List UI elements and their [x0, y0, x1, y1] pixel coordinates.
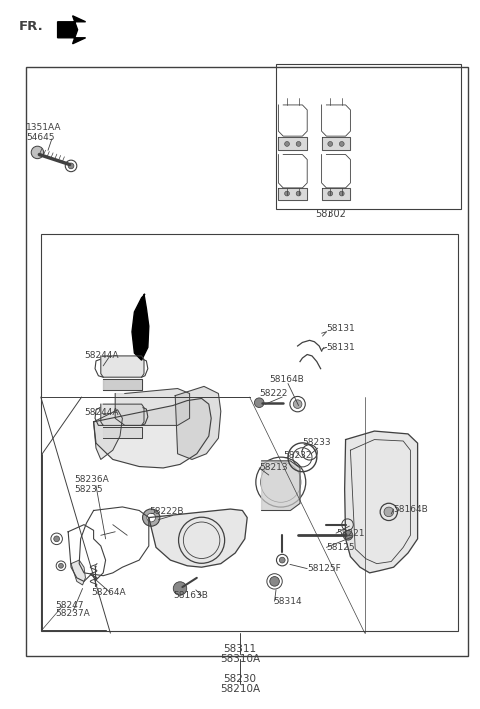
Circle shape: [173, 582, 187, 595]
Text: 58164B: 58164B: [269, 375, 303, 384]
Polygon shape: [149, 509, 247, 567]
Circle shape: [293, 400, 302, 408]
Polygon shape: [278, 188, 307, 200]
Text: 58232: 58232: [283, 451, 312, 459]
Circle shape: [270, 576, 279, 586]
Polygon shape: [115, 389, 190, 425]
Text: 1351AA: 1351AA: [26, 123, 62, 132]
Circle shape: [384, 507, 394, 517]
Text: 58222: 58222: [259, 389, 288, 398]
Text: 58233: 58233: [302, 438, 331, 447]
Polygon shape: [322, 137, 350, 150]
Circle shape: [285, 142, 289, 146]
Polygon shape: [103, 379, 142, 390]
Text: 58131: 58131: [326, 325, 355, 333]
Text: 58230: 58230: [224, 674, 256, 684]
Text: 58164B: 58164B: [394, 505, 428, 513]
Circle shape: [31, 146, 44, 159]
Circle shape: [343, 530, 353, 540]
Circle shape: [59, 564, 63, 568]
Polygon shape: [345, 431, 418, 573]
Circle shape: [339, 191, 344, 196]
Circle shape: [54, 536, 60, 542]
Text: 58131: 58131: [326, 343, 355, 352]
Polygon shape: [103, 427, 142, 438]
Text: 58210A: 58210A: [220, 684, 260, 694]
Polygon shape: [322, 188, 350, 200]
Circle shape: [339, 142, 344, 146]
Text: FR.: FR.: [19, 21, 44, 33]
Text: 58125F: 58125F: [307, 564, 341, 573]
Polygon shape: [58, 16, 85, 44]
Text: 58213: 58213: [259, 464, 288, 472]
Text: 58235: 58235: [74, 485, 103, 493]
Text: 58125: 58125: [326, 543, 355, 552]
Text: 58244A: 58244A: [84, 408, 119, 417]
Text: 58311: 58311: [223, 644, 257, 654]
Polygon shape: [94, 398, 211, 468]
Circle shape: [328, 191, 333, 196]
Polygon shape: [101, 356, 144, 377]
Bar: [276, 64, 461, 209]
Text: 58221: 58221: [336, 529, 364, 537]
Text: 58237A: 58237A: [55, 610, 90, 618]
Text: 58264A: 58264A: [91, 588, 126, 597]
Text: 58314: 58314: [274, 597, 302, 605]
Text: 58244A: 58244A: [84, 352, 119, 360]
Text: 58247: 58247: [55, 601, 84, 610]
Text: 58222B: 58222B: [149, 508, 183, 516]
Bar: [26, 67, 468, 656]
Text: 54645: 54645: [26, 133, 55, 142]
Polygon shape: [71, 560, 85, 585]
Polygon shape: [278, 137, 307, 150]
Circle shape: [328, 142, 333, 146]
Polygon shape: [132, 294, 149, 360]
Polygon shape: [262, 461, 300, 510]
Text: 58236A: 58236A: [74, 475, 109, 484]
Circle shape: [68, 163, 74, 169]
Circle shape: [143, 509, 160, 526]
Circle shape: [279, 557, 285, 563]
Bar: [41, 234, 458, 631]
Polygon shape: [101, 404, 144, 425]
Circle shape: [254, 398, 264, 408]
Circle shape: [296, 191, 301, 196]
Text: 58163B: 58163B: [173, 591, 208, 600]
Polygon shape: [94, 410, 122, 459]
Circle shape: [147, 513, 156, 522]
Circle shape: [285, 191, 289, 196]
Text: 58302: 58302: [315, 209, 346, 219]
Text: 58310A: 58310A: [220, 654, 260, 664]
Polygon shape: [175, 386, 221, 459]
Circle shape: [296, 142, 301, 146]
